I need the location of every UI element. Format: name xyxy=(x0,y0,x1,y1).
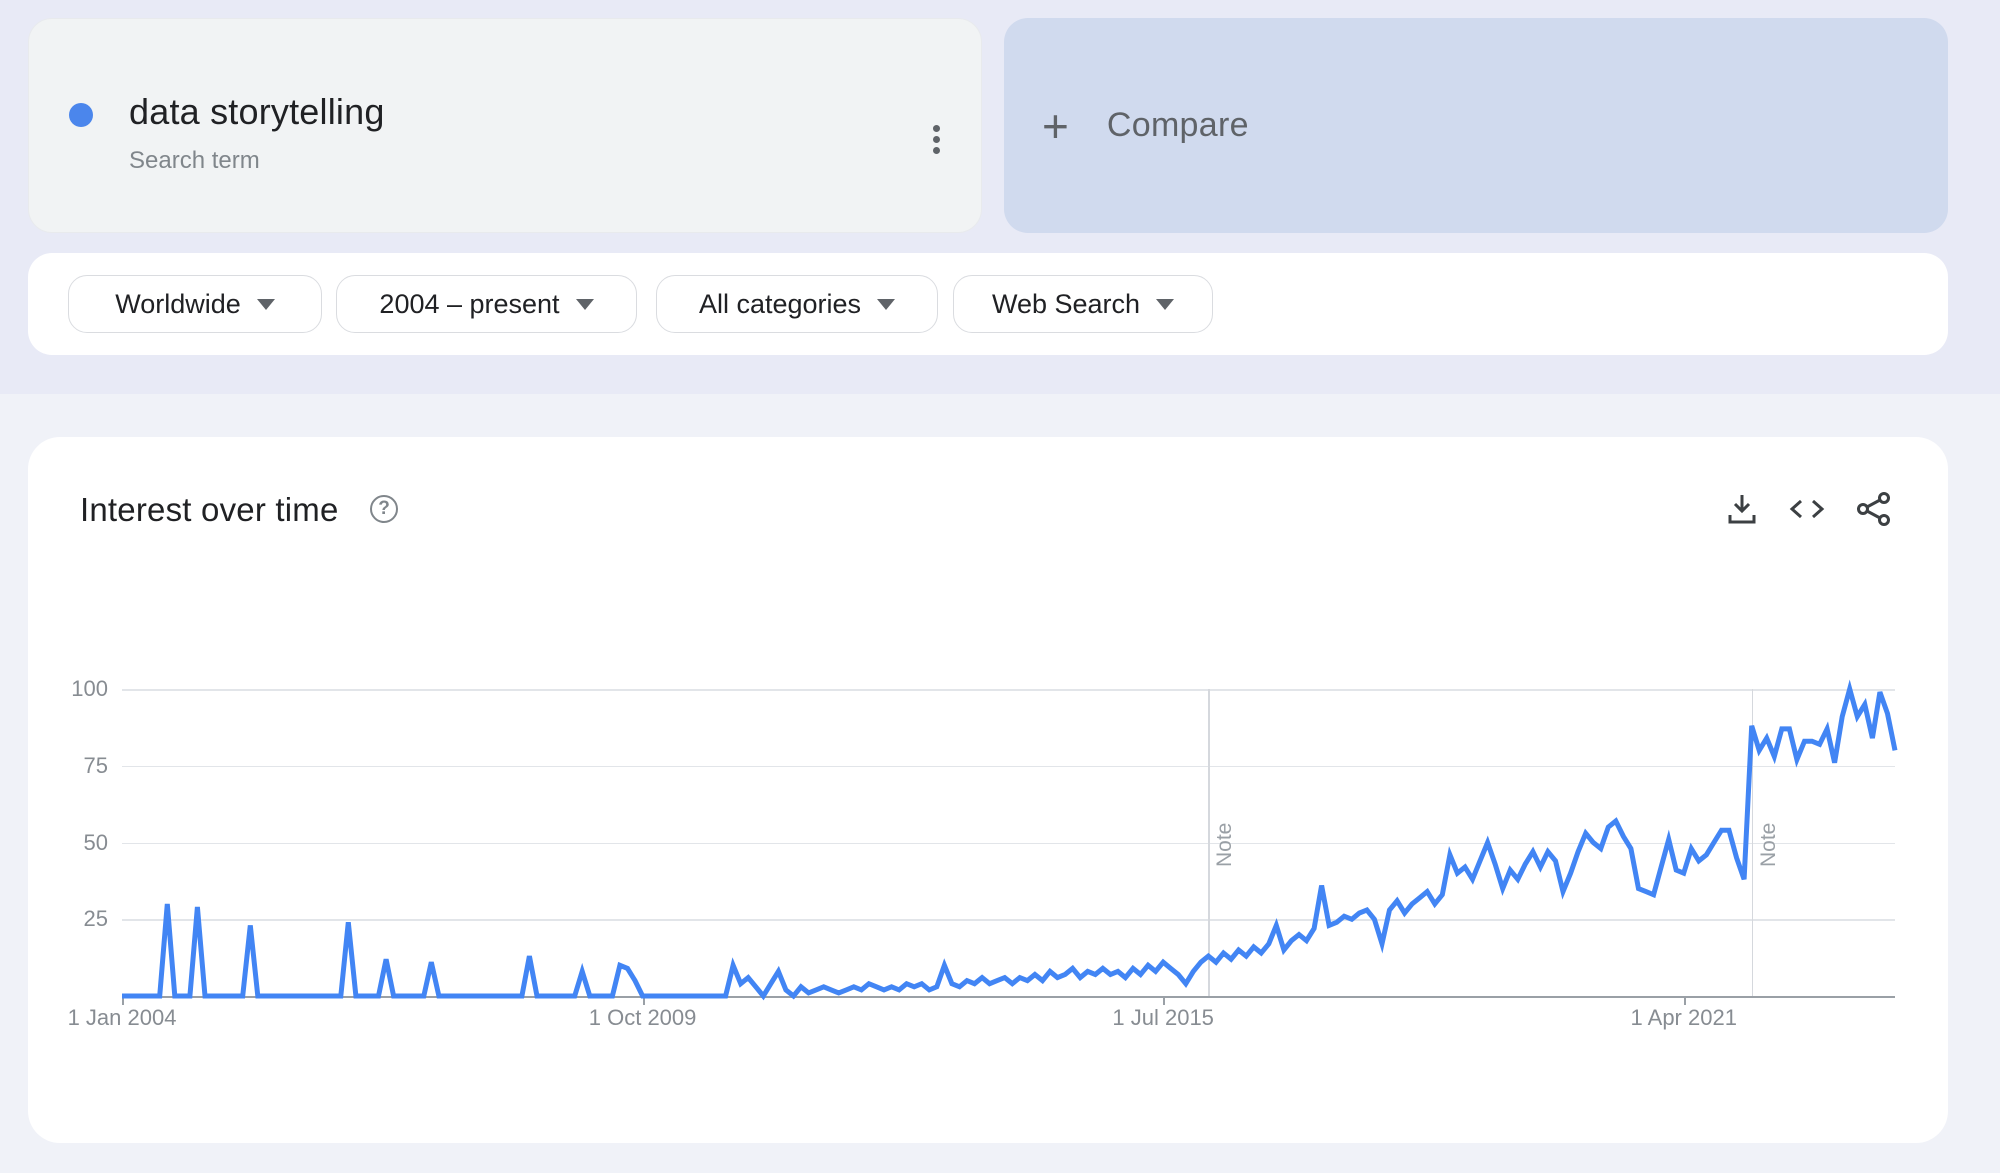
x-axis-label: 1 Oct 2009 xyxy=(588,1005,697,1030)
interest-over-time-card: Interest over time ? 25 50 75 100 Note Note 1 … xyxy=(28,437,1948,1143)
y-axis-label: 50 xyxy=(83,829,108,855)
y-axis-label: 75 xyxy=(83,752,108,778)
embed-code-icon[interactable] xyxy=(1789,491,1825,527)
trend-line-svg xyxy=(122,679,1898,1001)
more-options-kebab-icon[interactable] xyxy=(922,111,950,167)
chart-title: Interest over time xyxy=(80,491,339,528)
chevron-down-icon xyxy=(1156,298,1175,310)
category-filter-label: All categories xyxy=(698,288,862,319)
download-icon[interactable] xyxy=(1724,491,1760,527)
x-axis-label: 1 Jul 2015 xyxy=(1112,1005,1214,1030)
chevron-down-icon xyxy=(256,298,275,310)
search-term-title: data storytelling xyxy=(129,91,385,132)
x-axis-tick xyxy=(642,996,645,1005)
note-line xyxy=(1751,689,1754,996)
note-line xyxy=(1208,689,1210,996)
add-comparison-card[interactable]: + Compare xyxy=(1004,18,1948,233)
gridline-100 xyxy=(122,689,1895,691)
x-axis-tick xyxy=(1683,996,1686,1005)
search-term-card: data storytelling Search term xyxy=(28,18,982,233)
help-icon[interactable]: ? xyxy=(370,495,398,523)
x-axis-label: 1 Jan 2004 xyxy=(67,1005,177,1030)
chevron-down-icon xyxy=(575,298,594,310)
search-term-type: Search term xyxy=(129,147,260,174)
gridline-75 xyxy=(122,765,1895,768)
category-filter-dropdown[interactable]: All categories xyxy=(656,275,938,333)
time-range-filter-dropdown[interactable]: 2004 – present xyxy=(336,275,637,333)
search-type-filter-label: Web Search xyxy=(991,288,1141,319)
filters-bar: Worldwide 2004 – present All categories … xyxy=(28,253,1948,355)
x-axis-tick xyxy=(1163,996,1166,1005)
share-icon[interactable] xyxy=(1856,491,1892,527)
y-axis-label: 25 xyxy=(83,906,108,932)
region-filter-label: Worldwide xyxy=(115,288,241,319)
x-axis-tick xyxy=(122,996,124,1005)
search-type-filter-dropdown[interactable]: Web Search xyxy=(953,275,1213,333)
chevron-down-icon xyxy=(877,298,896,310)
interest-over-time-chart[interactable]: 25 50 75 100 Note Note 1 Jan 2004 1 Oct 2009 1 J… xyxy=(28,437,1948,1143)
y-axis-label: 100 xyxy=(71,676,108,701)
region-filter-dropdown[interactable]: Worldwide xyxy=(68,275,322,333)
time-range-filter-label: 2004 – present xyxy=(379,288,560,319)
trend-line xyxy=(122,679,1898,1001)
x-axis-line xyxy=(122,996,1895,998)
gridline-25 xyxy=(122,919,1895,921)
compare-label: Compare xyxy=(1106,106,1249,144)
plus-icon: + xyxy=(1042,99,1069,152)
x-axis-label: 1 Apr 2021 xyxy=(1630,1005,1737,1030)
series-color-dot-icon xyxy=(69,103,93,127)
gridline-50 xyxy=(122,842,1895,844)
